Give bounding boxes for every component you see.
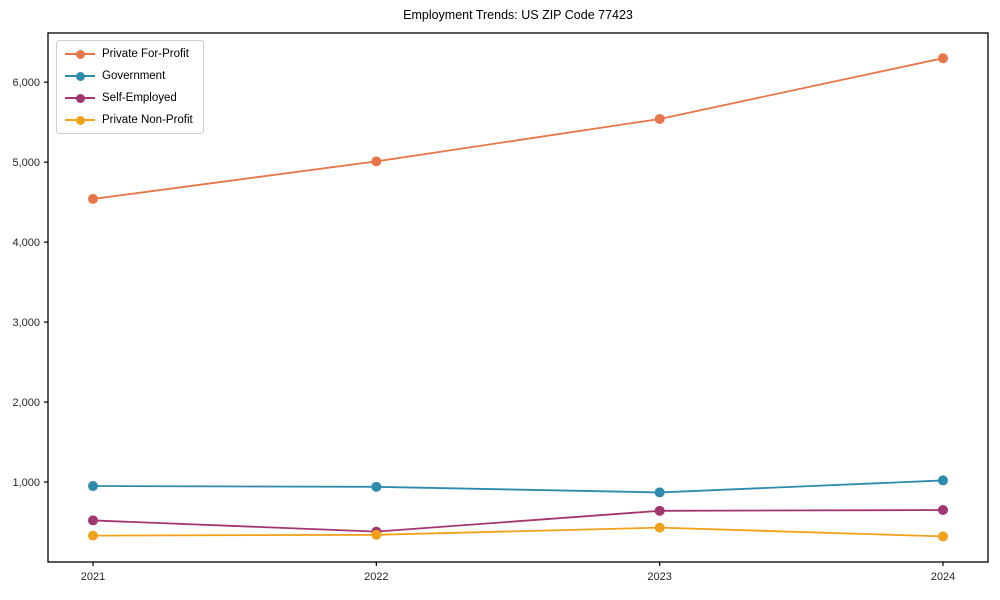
data-point-marker-private-for-profit [654,113,665,124]
data-point-marker-self-employed [938,505,948,516]
x-tick-label: 2024 [931,571,955,583]
legend-item-private-non-profit: Private Non-Profit [65,112,193,128]
y-tick-label: 3,000 [12,317,40,329]
legend-swatch-icon [65,71,95,81]
series-line-self-employed [92,509,944,533]
series-line-private-for-profit [92,57,944,200]
legend-item-self-employed: Self-Employed [65,90,193,106]
data-point-marker-private-for-profit [88,193,98,204]
data-point-marker-government [938,475,948,486]
data-point-marker-government [88,481,98,492]
data-point-marker-government [654,487,665,498]
plot-border [47,32,989,563]
data-point-marker-private-non-profit [88,530,98,541]
x-tick-label: 2021 [81,571,105,583]
legend-label: Self-Employed [102,92,177,104]
legend-swatch-icon [65,93,95,103]
series-line-government [92,479,944,494]
legend-label: Private Non-Profit [102,114,193,126]
y-tick-label: 2,000 [12,397,40,409]
data-point-marker-private-non-profit [371,529,382,540]
x-tick-label: 2023 [647,571,671,583]
data-point-marker-private-for-profit [371,156,382,167]
data-point-marker-self-employed [88,515,98,526]
data-point-marker-government [371,481,382,492]
y-tick-label: 5,000 [12,157,40,169]
y-tick-label: 1,000 [12,477,40,489]
legend-label: Private For-Profit [102,48,189,60]
data-point-marker-self-employed [654,505,665,516]
x-tick-label: 2022 [364,571,388,583]
y-tick-label: 4,000 [12,237,40,249]
series-line-private-non-profit [92,526,944,538]
legend-item-government: Government [65,68,193,84]
data-point-marker-private-non-profit [654,522,665,533]
legend-swatch-icon [65,115,95,125]
legend-swatch-icon [65,49,95,59]
data-point-marker-private-non-profit [938,531,948,542]
data-point-marker-private-for-profit [938,53,948,64]
chart-title: Employment Trends: US ZIP Code 77423 [403,8,633,22]
legend-item-private-for-profit: Private For-Profit [65,46,193,62]
chart-legend: Private For-Profit Government Self-Employe… [56,40,204,134]
legend-label: Government [102,70,166,82]
y-tick-label: 6,000 [12,77,40,89]
